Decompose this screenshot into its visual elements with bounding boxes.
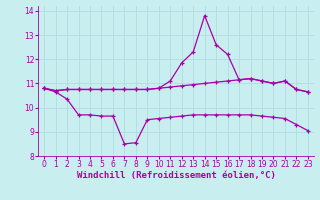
X-axis label: Windchill (Refroidissement éolien,°C): Windchill (Refroidissement éolien,°C) — [76, 171, 276, 180]
